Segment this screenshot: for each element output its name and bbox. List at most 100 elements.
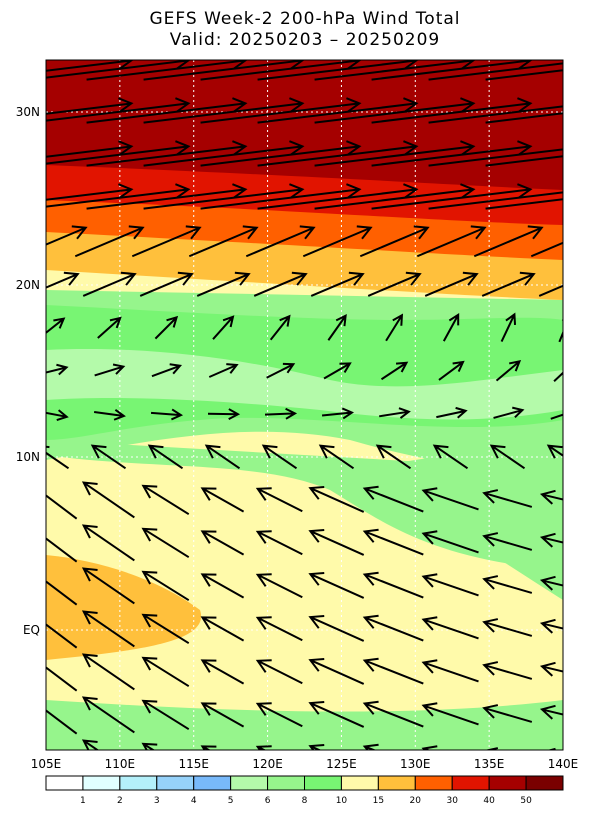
wind-arrow xyxy=(428,148,563,167)
colorbar-label: 3 xyxy=(154,796,160,806)
wind-arrow xyxy=(143,97,305,124)
wind-arrow xyxy=(46,271,80,289)
wind-arrow xyxy=(245,225,316,258)
wind-arrow xyxy=(255,530,303,556)
lat-label: 20N xyxy=(16,278,40,292)
axis-labels: 105E 110E 115E 120E 125E 130E 135E 140E 30N 20N 10… xyxy=(16,105,579,771)
wind-arrow xyxy=(188,225,259,258)
wind-arrow xyxy=(255,745,272,750)
colorbar-label: 30 xyxy=(446,796,458,806)
colorbar-box xyxy=(488,775,527,791)
wind-arrow xyxy=(261,444,298,470)
wind-arrow xyxy=(485,69,563,81)
wind-arrow xyxy=(421,702,479,726)
wind-arrow xyxy=(550,413,563,420)
wind-arrow xyxy=(539,704,563,720)
colorbar-label: 6 xyxy=(265,796,271,806)
wind-arrow xyxy=(90,444,127,470)
wind-arrow xyxy=(143,183,305,210)
subtitle: Valid: 20250203 – 20250209 xyxy=(170,30,440,50)
wind-arrow xyxy=(375,444,412,470)
colorbar-label: 40 xyxy=(483,796,495,806)
wind-arrow xyxy=(359,225,430,258)
colorbar-box xyxy=(230,775,269,791)
map-frame xyxy=(45,59,564,751)
colorbar-box xyxy=(414,775,453,791)
wind-arrow xyxy=(141,699,190,731)
wind-arrow xyxy=(485,155,563,167)
wind-arrow xyxy=(421,487,479,511)
wind-arrow xyxy=(141,656,190,688)
lon-label: 125E xyxy=(326,757,357,771)
wind-arrow xyxy=(46,97,191,122)
wind-arrow xyxy=(362,571,424,599)
colorbar-box xyxy=(377,775,416,791)
wind-arrow xyxy=(380,361,409,381)
wind-arrow xyxy=(141,484,190,516)
wind-arrow xyxy=(539,661,563,677)
wind-arrow xyxy=(500,312,517,342)
wind-arrow xyxy=(154,315,179,340)
wind-arrow xyxy=(200,702,245,728)
wind-arrow xyxy=(362,657,424,685)
wind-arrow xyxy=(46,317,66,335)
wind-arrow xyxy=(362,700,424,728)
wind-arrow xyxy=(539,532,563,548)
wind-arrow xyxy=(255,573,303,599)
wind-arrow xyxy=(141,613,190,645)
colorbar-box xyxy=(193,775,232,791)
wind-arrow xyxy=(308,657,365,685)
wind-arrow xyxy=(46,666,78,692)
colorbar: 1 2 3 4 5 6 8 10 15 20 30 40 50 xyxy=(45,775,564,806)
wind-arrow xyxy=(141,570,190,602)
wind-arrow xyxy=(200,616,245,642)
wind-arrow xyxy=(482,661,533,680)
wind-arrow xyxy=(204,444,241,470)
colorbar-box xyxy=(451,775,490,791)
wind-arrow xyxy=(436,406,468,419)
wind-arrow xyxy=(131,225,202,258)
lon-label: 120E xyxy=(252,757,283,771)
wind-arrow xyxy=(546,444,563,459)
wind-arrow xyxy=(86,140,248,167)
wind-arrow xyxy=(255,702,303,728)
lon-label: 110E xyxy=(105,757,136,771)
wind-arrow xyxy=(362,743,379,750)
wind-arrow xyxy=(493,406,525,419)
wind-arrow xyxy=(362,614,424,642)
wind-arrow xyxy=(308,485,365,513)
wind-arrow xyxy=(212,315,235,340)
wind-arrow xyxy=(362,485,424,513)
wind-arrow xyxy=(481,271,536,297)
wind-arrow xyxy=(367,271,422,297)
lat-label: 30N xyxy=(16,105,40,119)
wind-arrow xyxy=(421,573,479,597)
wind-arrow xyxy=(257,183,419,210)
colorbar-box xyxy=(304,775,342,791)
wind-arrow xyxy=(46,445,70,470)
wind-arrow xyxy=(255,659,303,685)
wind-arrow xyxy=(46,580,78,606)
wind-arrow xyxy=(442,313,460,342)
colorbar-label: 20 xyxy=(410,796,422,806)
wind-arrow xyxy=(46,183,134,201)
lat-label: 10N xyxy=(16,450,40,464)
wind-arrow xyxy=(473,225,544,258)
wind-arrow xyxy=(327,314,347,341)
wind-arrow xyxy=(482,489,533,508)
wind-arrow xyxy=(495,360,522,382)
colorbar-box xyxy=(82,775,121,791)
wind-arrow xyxy=(314,183,476,210)
wind-arrow xyxy=(308,743,325,750)
wind-arrow xyxy=(310,271,365,297)
colorbar-label: 15 xyxy=(373,796,384,806)
wind-arrow xyxy=(428,105,563,124)
wind-arrow xyxy=(428,62,563,81)
wind-arrow xyxy=(539,489,563,505)
wind-arrow xyxy=(147,444,184,470)
wind-arrow xyxy=(421,530,479,554)
wind-arrow xyxy=(200,573,245,599)
wind-arrow xyxy=(46,709,78,735)
wind-arrow xyxy=(253,271,308,297)
wind-arrow xyxy=(81,567,135,605)
